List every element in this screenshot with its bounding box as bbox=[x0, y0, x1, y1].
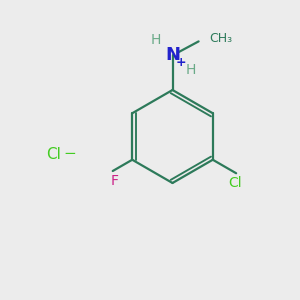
Text: Cl: Cl bbox=[46, 147, 62, 162]
Text: −: − bbox=[63, 146, 76, 160]
Text: F: F bbox=[110, 174, 118, 188]
Text: N: N bbox=[165, 46, 180, 64]
Text: H: H bbox=[151, 33, 161, 47]
Text: CH₃: CH₃ bbox=[209, 32, 232, 45]
Text: Cl: Cl bbox=[228, 176, 242, 190]
Text: +: + bbox=[176, 56, 186, 70]
Text: H: H bbox=[186, 63, 196, 77]
